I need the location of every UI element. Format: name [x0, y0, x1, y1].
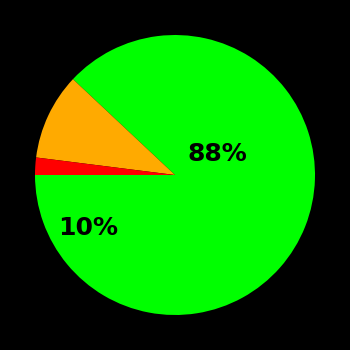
Wedge shape: [35, 158, 175, 175]
Text: 10%: 10%: [58, 216, 118, 240]
Wedge shape: [35, 35, 315, 315]
Text: 88%: 88%: [187, 142, 247, 166]
Wedge shape: [36, 79, 175, 175]
